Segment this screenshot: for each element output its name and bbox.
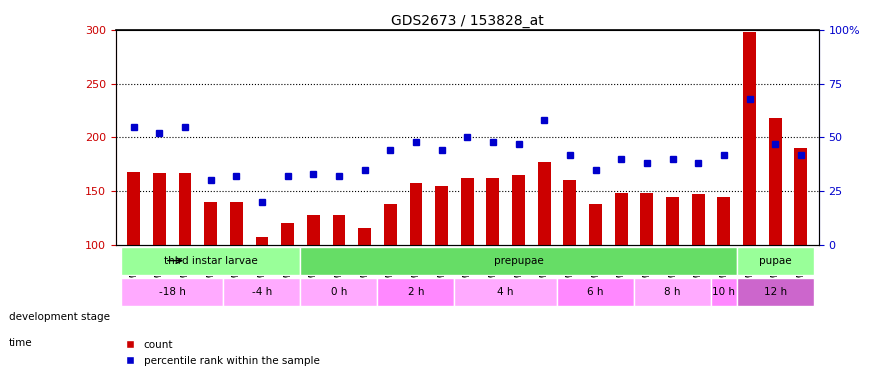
Text: 0 h: 0 h — [331, 287, 347, 297]
Text: -18 h: -18 h — [158, 287, 186, 297]
Bar — [435, 186, 448, 245]
Text: prepupae: prepupae — [494, 256, 544, 266]
Bar — [307, 215, 320, 245]
FancyBboxPatch shape — [737, 246, 813, 274]
Bar — [384, 204, 397, 245]
Bar — [512, 175, 525, 245]
FancyBboxPatch shape — [711, 278, 737, 306]
FancyBboxPatch shape — [737, 278, 813, 306]
FancyBboxPatch shape — [557, 278, 634, 306]
Text: third instar larvae: third instar larvae — [164, 256, 257, 266]
Bar — [153, 173, 166, 245]
Bar — [204, 202, 217, 245]
FancyBboxPatch shape — [301, 246, 737, 274]
Bar — [666, 196, 679, 245]
Bar — [461, 178, 473, 245]
Bar — [692, 195, 705, 245]
Bar — [358, 228, 371, 245]
Bar — [795, 148, 807, 245]
Bar — [281, 224, 294, 245]
Bar — [538, 162, 551, 245]
FancyBboxPatch shape — [121, 278, 223, 306]
Bar — [641, 194, 653, 245]
Text: pupae: pupae — [759, 256, 791, 266]
FancyBboxPatch shape — [455, 278, 557, 306]
Bar — [615, 194, 627, 245]
Text: 12 h: 12 h — [764, 287, 787, 297]
FancyBboxPatch shape — [377, 278, 455, 306]
Bar — [255, 237, 269, 245]
Bar — [743, 32, 756, 245]
Text: 2 h: 2 h — [408, 287, 425, 297]
Text: 8 h: 8 h — [664, 287, 681, 297]
Text: 4 h: 4 h — [498, 287, 514, 297]
Bar — [127, 172, 140, 245]
Title: GDS2673 / 153828_at: GDS2673 / 153828_at — [391, 13, 544, 28]
Bar — [409, 183, 423, 245]
FancyBboxPatch shape — [223, 278, 301, 306]
Bar — [333, 215, 345, 245]
Bar — [769, 118, 781, 245]
FancyBboxPatch shape — [121, 246, 301, 274]
FancyBboxPatch shape — [301, 278, 377, 306]
Bar — [487, 178, 499, 245]
Text: 6 h: 6 h — [587, 287, 603, 297]
Bar — [563, 180, 577, 245]
Bar — [717, 196, 731, 245]
Text: time: time — [9, 338, 33, 348]
Bar — [179, 173, 191, 245]
Legend: count, percentile rank within the sample: count, percentile rank within the sample — [121, 336, 324, 370]
FancyBboxPatch shape — [634, 278, 711, 306]
Text: -4 h: -4 h — [252, 287, 272, 297]
Bar — [230, 202, 243, 245]
Text: development stage: development stage — [9, 312, 109, 322]
Text: 10 h: 10 h — [712, 287, 735, 297]
Bar — [589, 204, 602, 245]
